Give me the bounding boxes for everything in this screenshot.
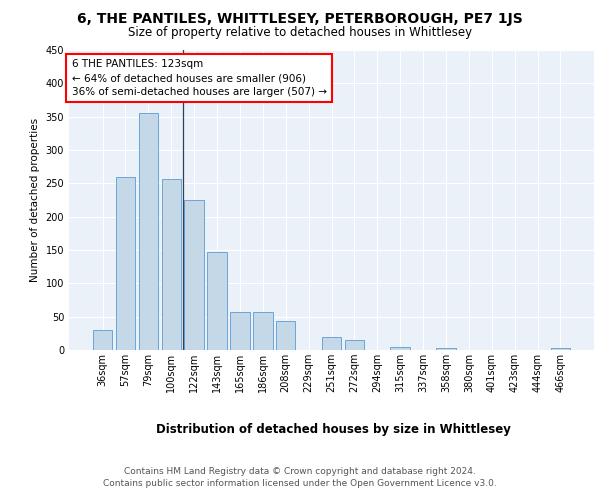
Bar [253, 312, 272, 350]
Bar [551, 348, 570, 350]
Bar [184, 200, 204, 350]
Text: Contains HM Land Registry data © Crown copyright and database right 2024.
Contai: Contains HM Land Registry data © Crown c… [103, 466, 497, 487]
Bar [116, 176, 135, 350]
Bar [276, 322, 295, 350]
Bar [93, 330, 112, 350]
Bar [436, 348, 455, 350]
Text: Size of property relative to detached houses in Whittlesey: Size of property relative to detached ho… [128, 26, 472, 39]
Bar [139, 114, 158, 350]
Bar [391, 346, 410, 350]
Text: 6 THE PANTILES: 123sqm
← 64% of detached houses are smaller (906)
36% of semi-de: 6 THE PANTILES: 123sqm ← 64% of detached… [71, 59, 326, 97]
Y-axis label: Number of detached properties: Number of detached properties [30, 118, 40, 282]
Bar [344, 340, 364, 350]
Bar [322, 336, 341, 350]
Bar [161, 178, 181, 350]
Text: 6, THE PANTILES, WHITTLESEY, PETERBOROUGH, PE7 1JS: 6, THE PANTILES, WHITTLESEY, PETERBOROUG… [77, 12, 523, 26]
Bar [230, 312, 250, 350]
Text: Distribution of detached houses by size in Whittlesey: Distribution of detached houses by size … [155, 422, 511, 436]
Bar [208, 252, 227, 350]
